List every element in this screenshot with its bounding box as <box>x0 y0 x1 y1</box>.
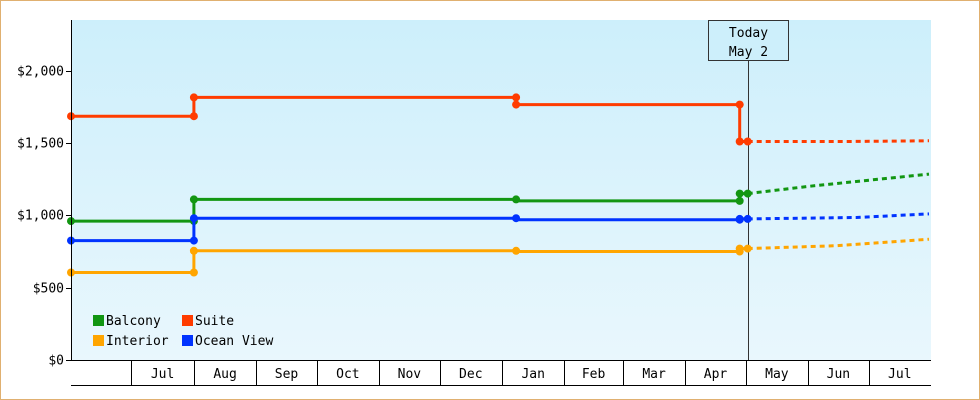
x-tick-label-2: Sep <box>275 367 299 382</box>
legend-label-ocean-view: Ocean View <box>195 334 273 349</box>
x-tick-label-3: Oct <box>336 367 359 382</box>
y-tick-label-2: $1,000 <box>17 209 64 224</box>
legend-swatch-balcony <box>93 315 104 326</box>
data-point-interior-6 <box>735 244 744 253</box>
plot-area <box>71 20 931 360</box>
today-box <box>708 20 789 61</box>
forecast-line-balcony <box>747 172 930 196</box>
legend-label-suite: Suite <box>195 314 234 329</box>
data-point-interior-1 <box>189 268 198 277</box>
legend: Balcony Suite Interior Ocean View <box>93 314 273 349</box>
legend-label-interior: Interior <box>106 334 169 349</box>
forecast-line-interior <box>747 237 930 251</box>
data-point-balcony-6 <box>735 189 744 198</box>
x-tick-label-1: Aug <box>213 367 236 382</box>
data-point-interior-2 <box>189 246 198 255</box>
x-tick-label-8: Mar <box>642 367 666 382</box>
legend-swatch-ocean-view <box>182 335 193 346</box>
data-point-suite-6 <box>735 137 744 146</box>
data-point-ocean-view-3 <box>512 214 521 223</box>
data-point-suite-3 <box>512 93 521 102</box>
axes: $0 $500 $1,000 $1,500 $2,000 Jul Aug Sep Oct Nov D… <box>17 20 931 386</box>
data-point-suite-2 <box>189 93 198 102</box>
x-tick-label-9: Apr <box>704 367 728 382</box>
data-point-interior-3 <box>512 246 521 255</box>
data-point-balcony-3 <box>512 195 521 204</box>
data-point-balcony-7 <box>743 189 752 198</box>
x-tick-label-11: Jun <box>827 367 850 382</box>
x-tick-label-12: Jul <box>888 367 911 382</box>
legend-label-balcony: Balcony <box>106 314 161 329</box>
today-marker-group: Today May 2 <box>708 20 789 360</box>
data-point-balcony-2 <box>189 195 198 204</box>
y-tick-label-0: $0 <box>48 354 64 369</box>
x-tick-label-6: Jan <box>521 367 544 382</box>
data-point-suite-5 <box>735 100 744 109</box>
legend-swatch-interior <box>93 335 104 346</box>
y-tick-label-4: $2,000 <box>17 65 64 80</box>
forecast-line-ocean-view <box>747 212 930 221</box>
x-tick-label-0: Jul <box>151 367 174 382</box>
series-lines <box>67 93 930 277</box>
data-point-ocean-view-6 <box>735 214 744 223</box>
data-point-interior-7 <box>743 244 752 253</box>
forecast-line-suite <box>747 139 930 143</box>
x-tick-label-7: Feb <box>582 367 606 382</box>
y-tick-label-1: $500 <box>33 282 64 297</box>
x-tick-label-4: Nov <box>398 367 422 382</box>
y-tick-label-3: $1,500 <box>17 137 64 152</box>
data-point-ocean-view-1 <box>189 236 198 245</box>
data-point-suite-1 <box>189 112 198 121</box>
today-label-line1: Today <box>729 26 768 41</box>
data-point-ocean-view-7 <box>743 214 752 223</box>
data-point-ocean-view-2 <box>189 214 198 223</box>
legend-swatch-suite <box>182 315 193 326</box>
x-tick-label-5: Dec <box>459 367 482 382</box>
data-point-suite-7 <box>743 137 752 146</box>
x-tick-label-10: May <box>765 367 789 382</box>
today-label-line2: May 2 <box>729 45 768 60</box>
data-point-suite-4 <box>512 100 521 109</box>
data-point-balcony-5 <box>735 196 744 205</box>
